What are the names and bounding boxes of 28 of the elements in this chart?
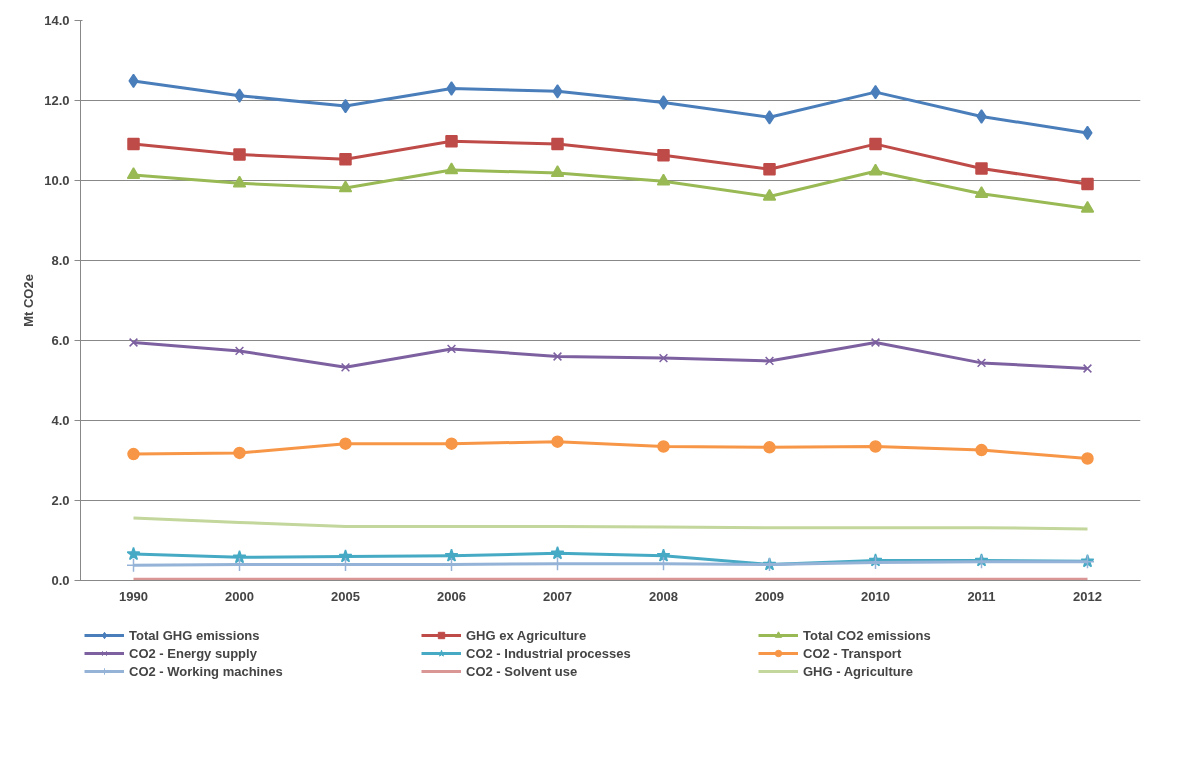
x-tick-label: 2008	[649, 588, 678, 604]
legend-label: CO2 - Energy supply	[129, 645, 258, 661]
y-tick-label: 2.0	[51, 493, 70, 508]
legend-label: Total GHG emissions	[129, 627, 261, 643]
y-axis-title: Mt CO2e	[21, 274, 37, 327]
y-tick-label: 6.0	[51, 333, 70, 348]
legend-label: CO2 - Industrial processes	[466, 645, 632, 661]
x-tick-label: 2006	[437, 588, 466, 604]
legend-label: GHG ex Agriculture	[466, 627, 588, 643]
legend-label: CO2 - Working machines	[129, 663, 284, 679]
x-tick-label: 1990	[119, 588, 148, 604]
y-tick-label: 14.0	[44, 13, 70, 28]
x-tick-label: 2005	[331, 588, 360, 604]
y-tick-label: 4.0	[51, 413, 70, 428]
y-tick-label: 12.0	[44, 93, 70, 108]
x-tick-label: 2009	[755, 588, 784, 604]
y-tick-label: 0.0	[51, 573, 70, 588]
legend-label: Total CO2 emissions	[803, 627, 932, 643]
x-tick-label: 2010	[861, 588, 890, 604]
x-tick-label: 2011	[967, 588, 996, 604]
legend-label: GHG - Agriculture	[803, 663, 915, 679]
x-tick-label: 2007	[543, 588, 572, 604]
y-tick-label: 10.0	[44, 173, 70, 188]
legend-label: CO2 - Solvent use	[466, 663, 579, 679]
legend-label: CO2 - Transport	[803, 645, 903, 661]
x-tick-label: 2000	[225, 588, 254, 604]
y-tick-label: 8.0	[51, 253, 70, 268]
x-tick-label: 2012	[1073, 588, 1102, 604]
